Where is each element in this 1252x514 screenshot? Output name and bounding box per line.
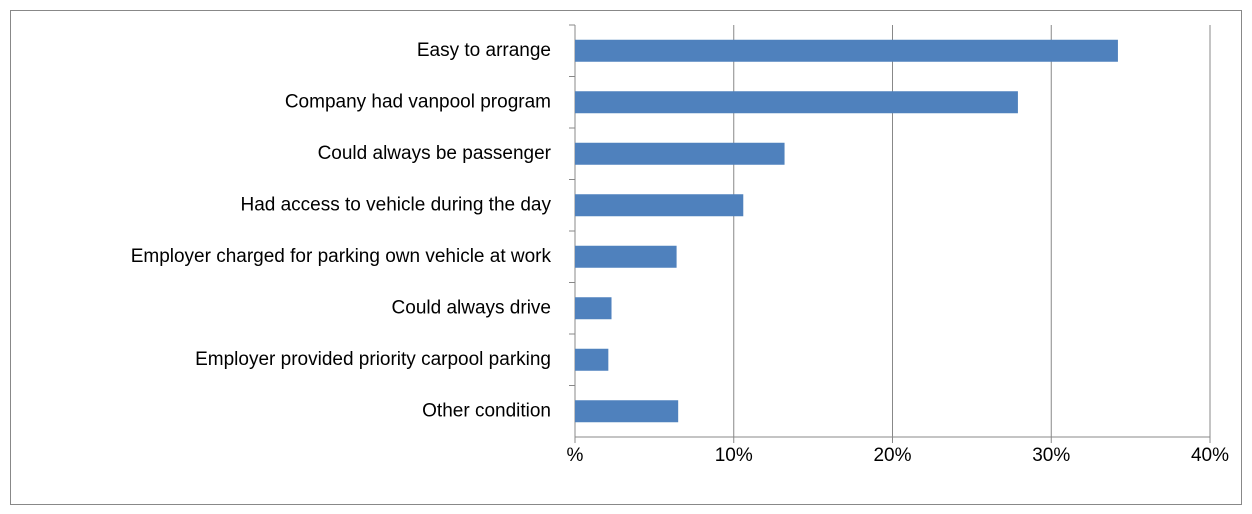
x-tick-label: 40%: [1191, 445, 1229, 466]
bar: [575, 297, 612, 320]
x-tick-label: 30%: [1032, 445, 1070, 466]
bar: [575, 142, 785, 165]
x-tick-label: 20%: [873, 445, 911, 466]
x-tick-label: %: [567, 445, 584, 466]
y-tick-label: Could always drive: [392, 297, 551, 318]
y-tick-label: Employer provided priority carpool parki…: [195, 349, 551, 370]
bar: [575, 400, 679, 423]
y-tick-label: Had access to vehicle during the day: [240, 194, 551, 215]
y-tick-label: Employer charged for parking own vehicle…: [131, 246, 552, 267]
bar: [575, 91, 1018, 114]
y-tick-label: Company had vanpool program: [285, 91, 551, 112]
y-tick-label: Could always be passenger: [318, 143, 552, 164]
bar: [575, 194, 744, 217]
y-tick-label: Easy to arrange: [417, 40, 551, 61]
bar: [575, 39, 1118, 62]
bar: [575, 348, 609, 371]
x-tick-label: 10%: [715, 445, 753, 466]
y-tick-label: Other condition: [422, 400, 551, 421]
bar: [575, 245, 677, 268]
